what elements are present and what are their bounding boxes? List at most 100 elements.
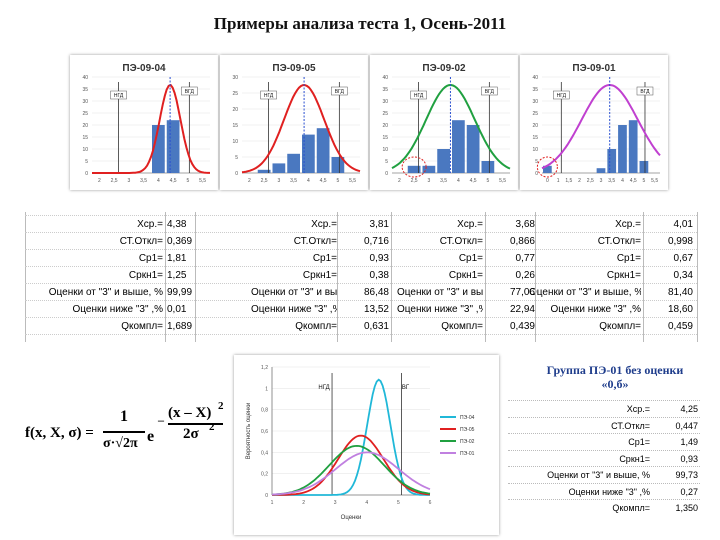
x-tick-label: 4 — [365, 500, 368, 506]
stats-label: Оценки ниже "3" ,% — [72, 304, 163, 315]
stats-label: Хср.= — [311, 219, 337, 230]
x-tick-label: 4,5 — [320, 178, 327, 184]
stats-value: 0,93 — [369, 253, 389, 264]
x-tick-label: 2,5 — [261, 178, 268, 184]
stats-label: СТ.Откл= — [597, 236, 641, 247]
group-name: ПЭ-09-05 — [272, 63, 316, 74]
table-grid-line — [25, 215, 697, 216]
y-tick-label: 0,8 — [261, 408, 268, 414]
histogram-bar — [302, 134, 315, 173]
stats-value: 0,369 — [167, 236, 193, 247]
y-tick-label: 20 — [382, 123, 388, 129]
highlight-circle — [536, 156, 558, 178]
highlight-circle — [401, 156, 427, 178]
stats-label: Оценки ниже "3" ,% — [550, 304, 641, 315]
stats-value: 77,06 — [509, 287, 535, 298]
series-line-ПЭ-04 — [272, 378, 430, 496]
series-line-ПЭ-02 — [271, 444, 431, 496]
x-tick-label: 1,5 — [565, 178, 572, 184]
stats-value: 0,34 — [673, 270, 693, 281]
y-tick-label: 25 — [382, 111, 388, 117]
vgd-box — [331, 86, 348, 96]
stats-label: Оценки от "3" и выше, % — [251, 287, 337, 298]
stats-value: 13,52 — [363, 304, 389, 315]
y-tick-label: 15 — [82, 135, 88, 141]
stats-label: Qкомпл= — [612, 503, 650, 513]
x-tick-label: 2,5 — [587, 178, 594, 184]
formula-exp-denominator: 2σ — [183, 426, 199, 442]
y-tick-label: 10 — [82, 147, 88, 153]
y-tick-label: 30 — [232, 75, 238, 81]
histogram-panel-4: ПЭ-09-01 0 5 10 15 20 25 30 35 40 0 1 1,5 2 2,5 3 3,5 4 4,… — [520, 55, 668, 190]
formula-exp-denominator-exp: 2 — [209, 421, 215, 433]
table-grid-line — [643, 212, 644, 342]
x-tick-label: 4 — [457, 178, 460, 184]
table-grid-line — [25, 317, 697, 318]
x-tick-label: 2,5 — [411, 178, 418, 184]
stats-value: 0,27 — [680, 486, 698, 497]
histogram-bar — [596, 168, 606, 173]
histogram-bar — [257, 169, 271, 173]
stats-label: Ср1= — [138, 253, 163, 264]
histogram-bar — [407, 165, 421, 173]
stats-label: Ср1= — [616, 253, 641, 264]
stats-label: Ср1= — [628, 437, 650, 447]
normal-curves-chart: 0 0,2 0,4 0,6 0,8 1 1,2 1 2 3 4 5 6 Вероятность оценк… — [246, 365, 475, 521]
y-tick-label: 40 — [82, 75, 88, 81]
normal-curve — [391, 83, 511, 170]
histogram-bar — [437, 149, 450, 173]
stats-value: 0,459 — [667, 321, 693, 332]
histogram-bar — [543, 165, 552, 173]
stats-value: 81,40 — [667, 287, 693, 298]
stats-label: Сркн1= — [619, 453, 650, 464]
x-tick-label: 5 — [486, 178, 489, 184]
histogram-chart-3: ПЭ-09-02 0 5 10 15 20 25 30 35 40 2 2,5 3 3,5 4 4,5 5 5,5… — [382, 63, 511, 184]
table-grid-line — [25, 334, 697, 335]
legend-label: ПЭ-02 — [460, 439, 475, 445]
x-tick-label: 3 — [334, 500, 337, 506]
stats-value: 0,93 — [680, 453, 698, 464]
stats-label: Хср.= — [626, 404, 650, 414]
formula-e: e — [147, 428, 155, 445]
x-tick-label: 2 — [248, 178, 251, 184]
table-grid-line — [697, 212, 698, 342]
stats-label: Ср1= — [312, 253, 337, 264]
stats-label: Qкомпл= — [295, 321, 337, 332]
group-note: Группа ПЭ-01 без оценки «0,б» — [546, 363, 684, 391]
stats-value: 0,716 — [363, 236, 389, 247]
histogram-panel-1: ПЭ-09-04 0 5 10 15 20 25 30 35 40 2 2,5 3 3,5 4 4,5 5 5,5… — [70, 55, 218, 190]
x-tick-label: 5 — [643, 178, 646, 184]
stats-value: 0,631 — [363, 321, 389, 332]
histogram-panel-2: ПЭ-09-05 0 5 10 15 20 25 30 2 2,5 3 3,5 4 4,5 5 5,5 НГД В… — [220, 55, 368, 190]
y-tick-label: 25 — [82, 111, 88, 117]
stats-label: Сркн1= — [302, 270, 337, 281]
formula-one: 1 — [120, 408, 128, 425]
normal-curves-chart-panel: 0 0,2 0,4 0,6 0,8 1 1,2 1 2 3 4 5 6 Вероятность оценк… — [234, 355, 499, 535]
y-tick-label: 1 — [265, 386, 268, 392]
x-tick-label: 3 — [127, 178, 130, 184]
histogram-chart-1: ПЭ-09-04 0 5 10 15 20 25 30 35 40 2 2,5 3 3,5 4 4,5 5 5,5… — [82, 63, 210, 184]
stats-label: Сркн1= — [128, 270, 163, 281]
stats-value: 0,998 — [667, 236, 693, 247]
stats-value: 0,447 — [675, 420, 698, 431]
stats-label: Qкомпл= — [441, 321, 483, 332]
stats-row: Хср.= 4,25 — [508, 400, 700, 418]
stats-value: 0,439 — [509, 321, 535, 332]
stats-label: Хср.= — [457, 219, 483, 230]
y-axis-label: Вероятность оценки — [246, 403, 252, 460]
x-tick-label: 6 — [429, 500, 432, 506]
y-tick-label: 30 — [382, 99, 388, 105]
x-tick-label: 4 — [621, 178, 624, 184]
normal-curve — [541, 83, 661, 170]
legend-label: ПЭ-01 — [460, 451, 475, 457]
x-tick-label: 3 — [600, 178, 603, 184]
stats-value: 22,94 — [509, 304, 535, 315]
table-grid-line — [25, 300, 697, 301]
table-grid-line — [25, 212, 26, 342]
vgd-label: ВГД — [640, 89, 650, 95]
group-name: ПЭ-09-01 — [572, 63, 616, 74]
normal-distribution-formula: f(x, X, σ) = 1 σ·√2π e – (x – X) 2 2σ 2 — [25, 400, 225, 480]
table-grid-line — [25, 266, 697, 267]
x-tick-label: 0 — [546, 178, 549, 184]
legend-label: ПЭ-05 — [460, 427, 475, 433]
